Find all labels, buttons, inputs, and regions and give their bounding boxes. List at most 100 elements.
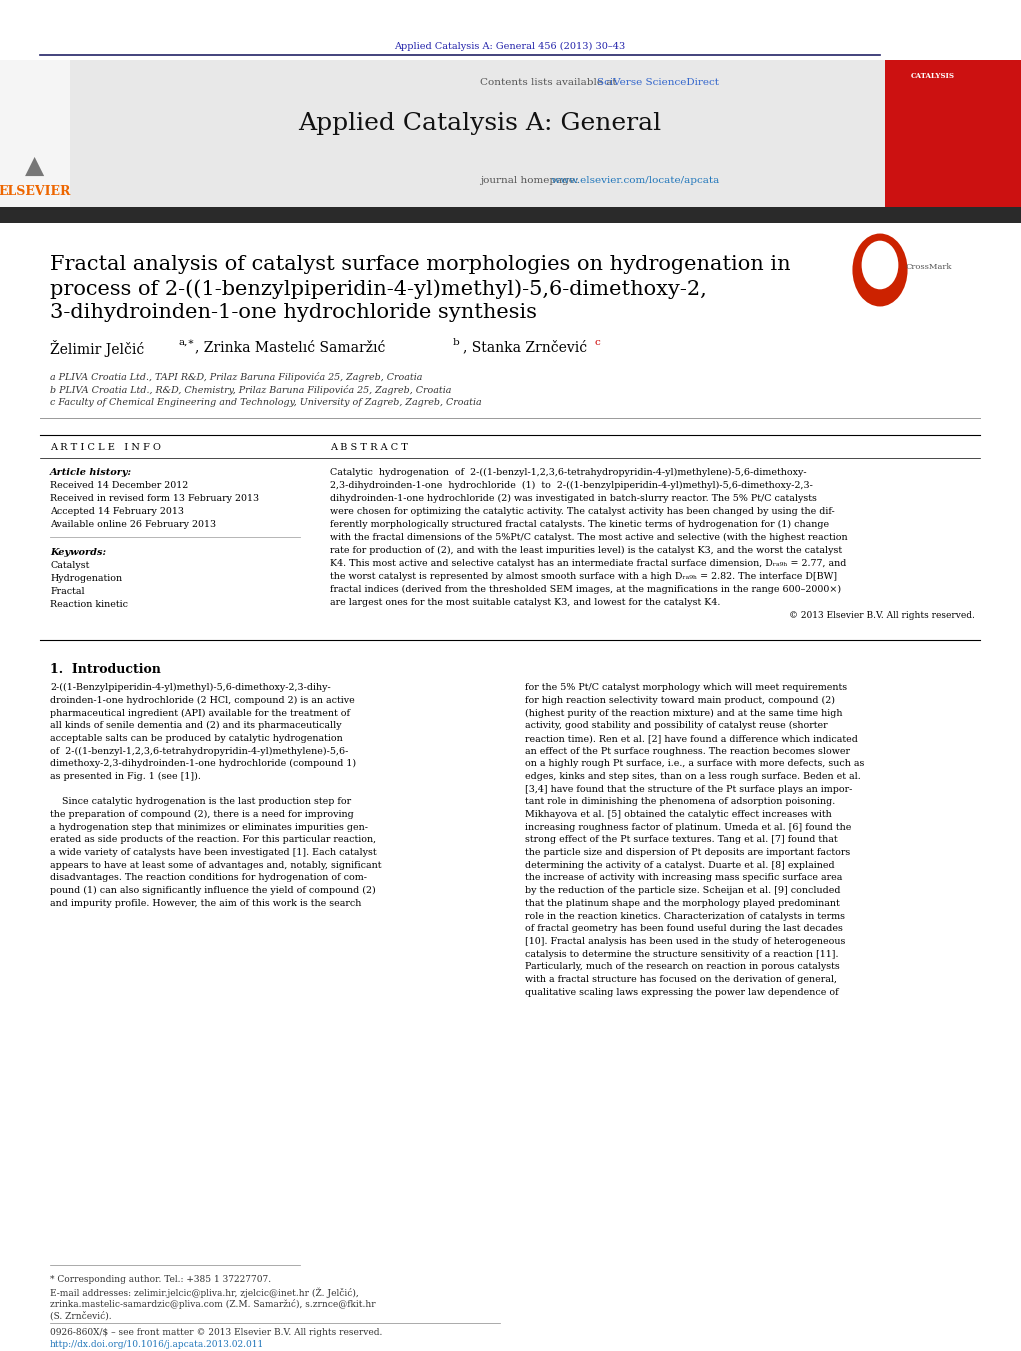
Text: www.elsevier.com/locate/apcata: www.elsevier.com/locate/apcata bbox=[480, 176, 719, 185]
Text: catalysis to determine the structure sensitivity of a reaction [11].: catalysis to determine the structure sen… bbox=[525, 950, 838, 959]
Text: [3,4] have found that the structure of the Pt surface plays an impor-: [3,4] have found that the structure of t… bbox=[525, 785, 853, 793]
Text: b: b bbox=[453, 338, 459, 347]
Text: b PLIVA Croatia Ltd., R&D, Chemistry, Prilaz Baruna Filipovića 25, Zagreb, Croat: b PLIVA Croatia Ltd., R&D, Chemistry, Pr… bbox=[50, 385, 451, 394]
Text: Reaction kinetic: Reaction kinetic bbox=[50, 600, 128, 609]
Text: an effect of the Pt surface roughness. The reaction becomes slower: an effect of the Pt surface roughness. T… bbox=[525, 747, 850, 755]
Text: SciVerse ScienceDirect: SciVerse ScienceDirect bbox=[480, 78, 719, 86]
Text: CrossMark: CrossMark bbox=[905, 263, 952, 272]
Text: the increase of activity with increasing mass specific surface area: the increase of activity with increasing… bbox=[525, 874, 842, 882]
Text: 2,3-dihydroinden-1-one  hydrochloride  (1)  to  2-((1-benzylpiperidin-4-yl)methy: 2,3-dihydroinden-1-one hydrochloride (1)… bbox=[330, 481, 813, 490]
Text: a PLIVA Croatia Ltd., TAPI R&D, Prilaz Baruna Filipovića 25, Zagreb, Croatia: a PLIVA Croatia Ltd., TAPI R&D, Prilaz B… bbox=[50, 372, 423, 382]
Text: * Corresponding author. Tel.: +385 1 37227707.: * Corresponding author. Tel.: +385 1 372… bbox=[50, 1275, 272, 1283]
Text: ferently morphologically structured fractal catalysts. The kinetic terms of hydr: ferently morphologically structured frac… bbox=[330, 520, 829, 530]
Text: were chosen for optimizing the catalytic activity. The catalyst activity has bee: were chosen for optimizing the catalytic… bbox=[330, 507, 835, 516]
Text: Fractal: Fractal bbox=[50, 586, 85, 596]
Text: [10]. Fractal analysis has been used in the study of heterogeneous: [10]. Fractal analysis has been used in … bbox=[525, 938, 845, 946]
Text: Applied Catalysis A: General 456 (2013) 30–43: Applied Catalysis A: General 456 (2013) … bbox=[394, 42, 626, 51]
Text: increasing roughness factor of platinum. Umeda et al. [6] found the: increasing roughness factor of platinum.… bbox=[525, 823, 852, 832]
Text: dihydroinden-1-one hydrochloride (2) was investigated in batch-slurry reactor. T: dihydroinden-1-one hydrochloride (2) was… bbox=[330, 494, 817, 503]
Text: dimethoxy-2,3-dihydroinden-1-one hydrochloride (compound 1): dimethoxy-2,3-dihydroinden-1-one hydroch… bbox=[50, 759, 356, 769]
Text: 1.  Introduction: 1. Introduction bbox=[50, 663, 161, 676]
Text: strong effect of the Pt surface textures. Tang et al. [7] found that: strong effect of the Pt surface textures… bbox=[525, 835, 837, 844]
Text: by the reduction of the particle size. Scheijan et al. [9] concluded: by the reduction of the particle size. S… bbox=[525, 886, 840, 896]
Text: Catalyst: Catalyst bbox=[50, 561, 90, 570]
Text: c Faculty of Chemical Engineering and Technology, University of Zagreb, Zagreb, : c Faculty of Chemical Engineering and Te… bbox=[50, 399, 482, 407]
Text: of  2-((1-benzyl-1,2,3,6-tetrahydropyridin-4-yl)methylene)-5,6-: of 2-((1-benzyl-1,2,3,6-tetrahydropyridi… bbox=[50, 747, 348, 755]
Circle shape bbox=[862, 240, 898, 289]
Text: Contents lists available at: Contents lists available at bbox=[480, 78, 620, 86]
Text: the worst catalyst is represented by almost smooth surface with a high Dᵣₐ₉ₕ = 2: the worst catalyst is represented by alm… bbox=[330, 571, 837, 581]
Text: of fractal geometry has been found useful during the last decades: of fractal geometry has been found usefu… bbox=[525, 924, 843, 934]
Text: Received in revised form 13 February 2013: Received in revised form 13 February 201… bbox=[50, 494, 259, 503]
Text: A R T I C L E   I N F O: A R T I C L E I N F O bbox=[50, 443, 161, 453]
Text: Particularly, much of the research on reaction in porous catalysts: Particularly, much of the research on re… bbox=[525, 962, 839, 971]
Bar bbox=[70, 59, 885, 208]
Text: qualitative scaling laws expressing the power law dependence of: qualitative scaling laws expressing the … bbox=[525, 988, 838, 997]
Text: zrinka.mastelic-samardzic@pliva.com (Z.M. Samaržıć), s.zrnce@fkit.hr: zrinka.mastelic-samardzic@pliva.com (Z.M… bbox=[50, 1300, 376, 1309]
Text: erated as side products of the reaction. For this particular reaction,: erated as side products of the reaction.… bbox=[50, 835, 376, 844]
Text: with the fractal dimensions of the 5%Pt/C catalyst. The most active and selectiv: with the fractal dimensions of the 5%Pt/… bbox=[330, 534, 847, 542]
Text: pharmaceutical ingredient (API) available for the treatment of: pharmaceutical ingredient (API) availabl… bbox=[50, 708, 350, 717]
Text: pound (1) can also significantly influence the yield of compound (2): pound (1) can also significantly influen… bbox=[50, 886, 376, 896]
Text: role in the reaction kinetics. Characterization of catalysts in terms: role in the reaction kinetics. Character… bbox=[525, 912, 845, 920]
Text: determining the activity of a catalyst. Duarte et al. [8] explained: determining the activity of a catalyst. … bbox=[525, 861, 834, 870]
Text: ▲: ▲ bbox=[26, 155, 45, 178]
Text: activity, good stability and possibility of catalyst reuse (shorter: activity, good stability and possibility… bbox=[525, 721, 828, 731]
Text: , Zrinka Mastelıć Samaržıć: , Zrinka Mastelıć Samaržıć bbox=[195, 340, 385, 354]
Text: with a fractal structure has focused on the derivation of general,: with a fractal structure has focused on … bbox=[525, 975, 837, 984]
Text: c: c bbox=[594, 338, 599, 347]
Text: A B S T R A C T: A B S T R A C T bbox=[330, 443, 407, 453]
Text: for high reaction selectivity toward main product, compound (2): for high reaction selectivity toward mai… bbox=[525, 696, 835, 705]
Text: as presented in Fig. 1 (see [1]).: as presented in Fig. 1 (see [1]). bbox=[50, 771, 201, 781]
Text: that the platinum shape and the morphology played predominant: that the platinum shape and the morpholo… bbox=[525, 898, 839, 908]
Text: Hydrogenation: Hydrogenation bbox=[50, 574, 123, 584]
Text: Keywords:: Keywords: bbox=[50, 549, 106, 557]
Text: Applied Catalysis A: General: Applied Catalysis A: General bbox=[298, 112, 662, 135]
Text: ELSEVIER: ELSEVIER bbox=[0, 185, 71, 199]
Text: fractal indices (derived from the thresholded SEM images, at the magnifications : fractal indices (derived from the thresh… bbox=[330, 585, 841, 594]
Text: tant role in diminishing the phenomena of adsorption poisoning.: tant role in diminishing the phenomena o… bbox=[525, 797, 835, 807]
Text: 0926-860X/$ – see front matter © 2013 Elsevier B.V. All rights reserved.: 0926-860X/$ – see front matter © 2013 El… bbox=[50, 1328, 383, 1337]
Text: Received 14 December 2012: Received 14 December 2012 bbox=[50, 481, 188, 490]
Bar bbox=[885, 59, 1021, 208]
Text: are largest ones for the most suitable catalyst K3, and lowest for the catalyst : are largest ones for the most suitable c… bbox=[330, 598, 721, 607]
Text: appears to have at least some of advantages and, notably, significant: appears to have at least some of advanta… bbox=[50, 861, 382, 870]
Text: © 2013 Elsevier B.V. All rights reserved.: © 2013 Elsevier B.V. All rights reserved… bbox=[789, 611, 975, 620]
Text: the preparation of compound (2), there is a need for improving: the preparation of compound (2), there i… bbox=[50, 811, 353, 819]
Text: E-mail addresses: zelimir.jelcic@pliva.hr, zjelcic@inet.hr (Ž. Jelčić),: E-mail addresses: zelimir.jelcic@pliva.h… bbox=[50, 1288, 358, 1297]
Text: Since catalytic hydrogenation is the last production step for: Since catalytic hydrogenation is the las… bbox=[50, 797, 351, 807]
Text: disadvantages. The reaction conditions for hydrogenation of com-: disadvantages. The reaction conditions f… bbox=[50, 874, 367, 882]
Text: Accepted 14 February 2013: Accepted 14 February 2013 bbox=[50, 507, 184, 516]
Text: journal homepage:: journal homepage: bbox=[480, 176, 582, 185]
Text: Fractal analysis of catalyst surface morphologies on hydrogenation in: Fractal analysis of catalyst surface mor… bbox=[50, 255, 790, 274]
Text: a hydrogenation step that minimizes or eliminates impurities gen-: a hydrogenation step that minimizes or e… bbox=[50, 823, 368, 832]
Text: edges, kinks and step sites, than on a less rough surface. Beden et al.: edges, kinks and step sites, than on a l… bbox=[525, 771, 861, 781]
Text: Article history:: Article history: bbox=[50, 467, 132, 477]
Bar bbox=[0, 207, 1021, 223]
Text: Mikhayova et al. [5] obtained the catalytic effect increases with: Mikhayova et al. [5] obtained the cataly… bbox=[525, 811, 832, 819]
Text: Želimir Jelčić: Želimir Jelčić bbox=[50, 340, 144, 357]
Circle shape bbox=[853, 234, 908, 307]
Text: all kinds of senile dementia and (2) and its pharmaceutically: all kinds of senile dementia and (2) and… bbox=[50, 721, 342, 731]
Text: process of 2-((1-benzylpiperidin-4-yl)methyl)-5,6-dimethoxy-2,: process of 2-((1-benzylpiperidin-4-yl)me… bbox=[50, 280, 707, 299]
Text: a wide variety of catalysts have been investigated [1]. Each catalyst: a wide variety of catalysts have been in… bbox=[50, 848, 377, 857]
Text: acceptable salts can be produced by catalytic hydrogenation: acceptable salts can be produced by cata… bbox=[50, 734, 343, 743]
Text: 3-dihydroinden-1-one hydrochloride synthesis: 3-dihydroinden-1-one hydrochloride synth… bbox=[50, 303, 537, 322]
Text: K4. This most active and selective catalyst has an intermediate fractal surface : K4. This most active and selective catal… bbox=[330, 559, 846, 567]
Text: http://dx.doi.org/10.1016/j.apcata.2013.02.011: http://dx.doi.org/10.1016/j.apcata.2013.… bbox=[50, 1340, 264, 1350]
Text: Catalytic  hydrogenation  of  2-((1-benzyl-1,2,3,6-tetrahydropyridin-4-yl)methyl: Catalytic hydrogenation of 2-((1-benzyl-… bbox=[330, 467, 807, 477]
Bar bbox=[0, 59, 70, 208]
Text: the particle size and dispersion of Pt deposits are important factors: the particle size and dispersion of Pt d… bbox=[525, 848, 850, 857]
Text: Available online 26 February 2013: Available online 26 February 2013 bbox=[50, 520, 216, 530]
Text: a,∗: a,∗ bbox=[178, 338, 194, 347]
Text: on a highly rough Pt surface, i.e., a surface with more defects, such as: on a highly rough Pt surface, i.e., a su… bbox=[525, 759, 865, 769]
Text: rate for production of (2), and with the least impurities level) is the catalyst: rate for production of (2), and with the… bbox=[330, 546, 842, 555]
Text: CATALYSIS: CATALYSIS bbox=[911, 72, 955, 80]
Text: (highest purity of the reaction mixture) and at the same time high: (highest purity of the reaction mixture)… bbox=[525, 708, 842, 717]
Text: 2-((1-Benzylpiperidin-4-yl)methyl)-5,6-dimethoxy-2,3-dihy-: 2-((1-Benzylpiperidin-4-yl)methyl)-5,6-d… bbox=[50, 684, 331, 692]
Text: , Stanka Zrnčević: , Stanka Zrnčević bbox=[463, 340, 587, 354]
Text: reaction time). Ren et al. [2] have found a difference which indicated: reaction time). Ren et al. [2] have foun… bbox=[525, 734, 858, 743]
Text: and impurity profile. However, the aim of this work is the search: and impurity profile. However, the aim o… bbox=[50, 898, 361, 908]
Text: droinden-1-one hydrochloride (2 HCl, compound 2) is an active: droinden-1-one hydrochloride (2 HCl, com… bbox=[50, 696, 354, 705]
Text: (S. Zrnčević).: (S. Zrnčević). bbox=[50, 1310, 111, 1320]
